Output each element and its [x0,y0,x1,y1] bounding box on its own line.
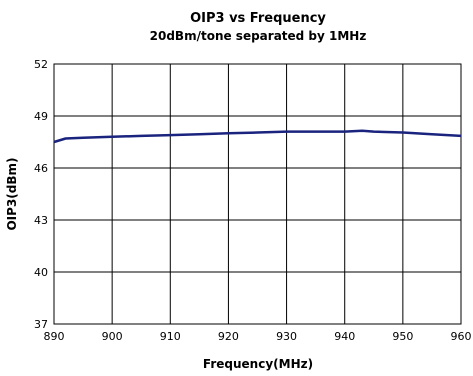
y-tick-label: 52 [34,58,48,71]
y-tick-label: 37 [34,318,48,331]
y-axis-label: OIP3(dBm) [5,157,19,230]
x-tick-label: 930 [276,330,297,343]
plot-area [53,63,462,325]
series-line [53,129,462,144]
y-tick-label: 49 [34,110,48,123]
x-tick-label: 900 [102,330,123,343]
chart-title: OIP3 vs Frequency [190,11,326,26]
x-tick-label: 910 [160,330,181,343]
x-tick-label: 960 [451,330,472,343]
y-tick-label: 46 [34,162,48,175]
y-tick-labels: 37 40 43 46 49 52 [34,58,48,331]
x-tick-label: 950 [392,330,413,343]
y-tick-label: 43 [34,214,48,227]
x-tick-label: 890 [44,330,65,343]
series-group [53,129,462,144]
y-tick-label: 40 [34,266,48,279]
x-tick-labels: 890 900 910 920 930 940 950 960 [44,330,472,343]
chart-subtitle: 20dBm/tone separated by 1MHz [150,29,367,43]
x-axis-label: Frequency(MHz) [203,357,313,371]
x-tick-label: 920 [218,330,239,343]
grid [54,64,461,324]
x-tick-label: 940 [334,330,355,343]
